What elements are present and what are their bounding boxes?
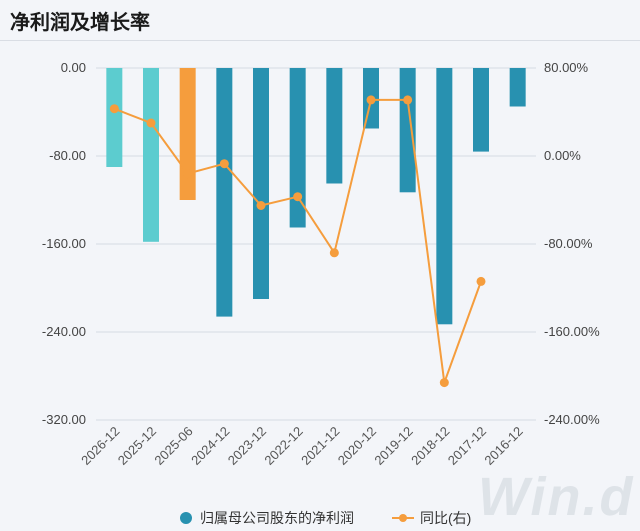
y-left-tick-label: -320.00 (42, 412, 86, 427)
y-left-tick-label: -160.00 (42, 236, 86, 251)
x-tick-label: 2017-12 (445, 424, 489, 468)
x-tick-label: 2018-12 (408, 424, 452, 468)
axis-labels: 0.00 -80.00 -160.00 -240.00 -320.00 80.00% 0.0… (42, 60, 600, 468)
chart-title: 净利润及增长率 (10, 12, 150, 34)
legend-label-yoy: 同比(右) (420, 510, 472, 526)
title-divider (0, 40, 640, 41)
legend-swatch-bar (180, 512, 192, 524)
bar-2018-12 (436, 68, 453, 325)
yoy-point-2017-12 (476, 276, 486, 286)
yoy-point-2025-06 (183, 169, 193, 179)
yoy-point-2022-12 (293, 192, 303, 202)
x-tick-label: 2024-12 (188, 424, 232, 468)
yoy-point-2018-12 (439, 378, 449, 388)
legend-swatch-line (392, 514, 414, 522)
bar-2023-12 (253, 68, 269, 299)
bar-2025-06 (179, 68, 196, 200)
bar-2016-12 (509, 68, 526, 107)
yoy-point-2024-12 (219, 159, 229, 169)
y-left-tick-label: 0.00 (61, 60, 86, 75)
yoy-point-2023-12 (256, 201, 266, 210)
y-right-tick-label: 0.00% (544, 148, 581, 163)
watermark-logo: Win.d (478, 467, 635, 527)
x-tick-label: 2025-06 (151, 424, 195, 468)
yoy-point-2021-12 (329, 248, 339, 258)
bar-2017-12 (473, 68, 489, 152)
x-tick-label: 2026-12 (78, 424, 122, 468)
y-right-tick-label: 80.00% (544, 60, 589, 75)
x-tick-label: 2025-12 (115, 424, 159, 468)
y-right-tick-label: -160.00% (544, 324, 600, 339)
bar-2024-12 (216, 68, 233, 317)
bar-2025-12 (143, 68, 159, 242)
x-tick-label: 2021-12 (298, 424, 342, 468)
net-profit-chart: 0.00 -80.00 -160.00 -240.00 -320.00 80.00% 0.0… (42, 60, 600, 468)
x-tick-label: 2023-12 (225, 424, 269, 468)
x-tick-label: 2016-12 (481, 424, 525, 468)
yoy-point-2020-12 (366, 95, 376, 105)
bar-2019-12 (399, 68, 416, 193)
line-series (109, 95, 486, 388)
yoy-point-2025-12 (146, 118, 156, 128)
chart-legend: 归属母公司股东的净利润 同比(右) (0, 506, 640, 530)
bar-2021-12 (326, 68, 343, 184)
bar-series (106, 68, 526, 325)
x-tick-label: 2020-12 (335, 424, 379, 468)
legend-item-net-profit[interactable]: 归属母公司股东的净利润 (180, 508, 354, 528)
legend-item-yoy[interactable]: 同比(右) (392, 508, 471, 528)
bar-2022-12 (289, 68, 306, 228)
x-tick-label: 2022-12 (261, 424, 305, 468)
y-left-tick-label: -80.00 (49, 148, 86, 163)
bar-2026-12 (106, 68, 123, 167)
x-tick-label: 2019-12 (371, 424, 415, 468)
legend-label-net-profit: 归属母公司股东的净利润 (200, 510, 354, 526)
y-right-tick-label: -80.00% (544, 236, 593, 251)
y-right-tick-label: -240.00% (544, 412, 600, 427)
yoy-point-2026-12 (109, 104, 119, 114)
grid-lines (96, 67, 536, 421)
y-left-tick-label: -240.00 (42, 324, 86, 339)
yoy-point-2019-12 (403, 95, 413, 105)
